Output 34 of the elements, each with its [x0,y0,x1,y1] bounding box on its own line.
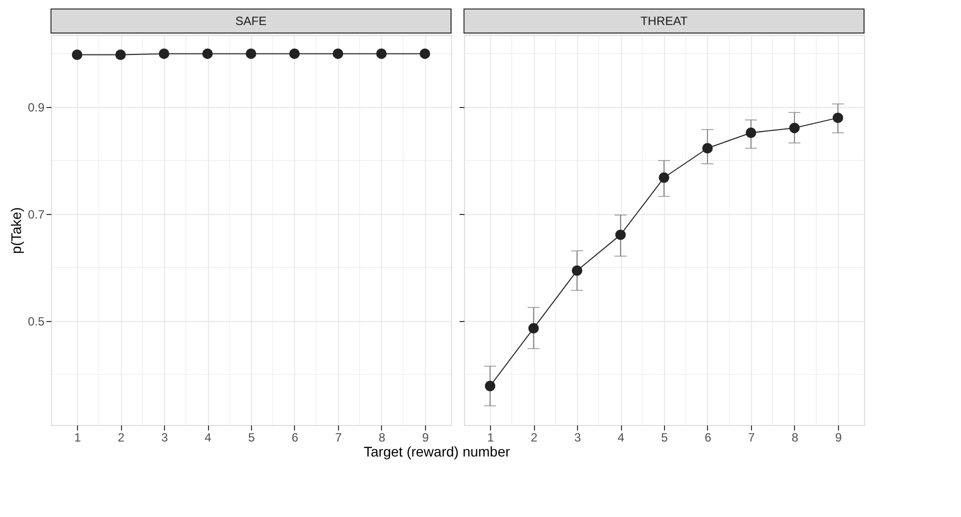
point [702,143,713,154]
x-tick-label: 1 [74,430,82,444]
x-tick-label: 5 [248,430,256,444]
y-tick-label: 0.9 [28,100,45,115]
point [615,230,626,240]
x-tick-label: 3 [574,430,582,444]
point [528,323,539,334]
x-tick-label: 2 [118,430,125,444]
chart-title: SAFE [235,14,267,28]
point [789,122,800,134]
y-tick-label: 0.7 [28,207,45,222]
x-tick-label: 7 [748,430,756,444]
x-tick-label: 1 [487,430,494,444]
point [658,172,670,183]
x-tick-label: 8 [792,430,799,444]
chart-title: THREAT [640,14,688,28]
x-tick-label: 7 [335,430,342,444]
y-axis-title: p(Take) [8,207,24,254]
point [832,112,844,124]
x-tick-label: 3 [161,430,168,444]
x-tick-label: 6 [292,430,299,444]
x-tick-label: 9 [422,430,430,444]
point [572,265,582,276]
x-tick-label: 8 [378,430,386,444]
x-tick-label: 4 [204,430,212,444]
y-tick-label: 0.5 [28,314,45,328]
x-tick-label: 9 [835,430,842,444]
x-tick-label: 6 [704,430,712,444]
x-axis-title: Target (reward) number [364,444,510,460]
x-tick-label: 2 [530,430,538,444]
x-tick-label: 4 [618,430,625,444]
point [484,380,496,392]
point [746,128,756,138]
x-tick-label: 5 [661,430,668,444]
